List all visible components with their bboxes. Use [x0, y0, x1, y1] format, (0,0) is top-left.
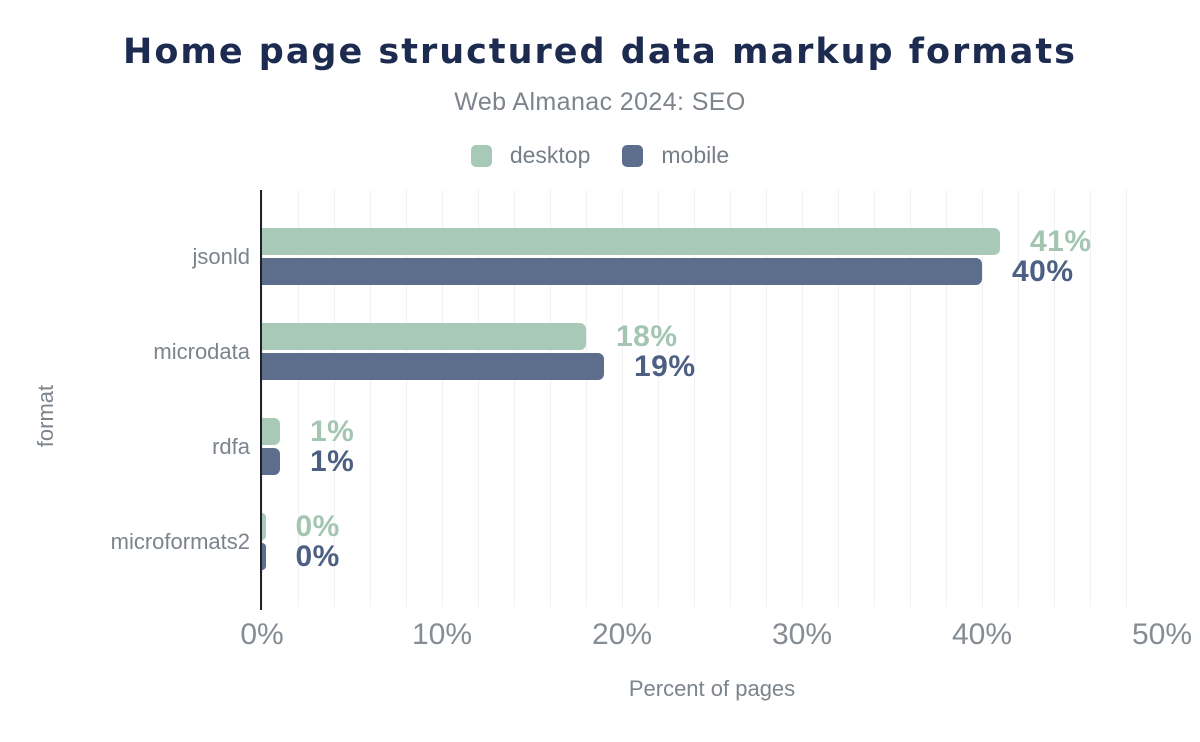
legend-item-desktop: desktop: [470, 142, 591, 169]
bar-desktop-jsonld: [262, 228, 1000, 255]
legend-label-desktop: desktop: [509, 142, 591, 168]
x-tick-label-0pct: 0%: [240, 618, 284, 651]
value-label-desktop-microdata: 18%: [616, 319, 678, 353]
value-label-mobile-rdfa: 1%: [310, 444, 355, 478]
chart-title: Home page structured data markup formats: [123, 32, 1077, 72]
value-label-desktop-rdfa: 1%: [310, 414, 355, 448]
bar-desktop-microformats2: [262, 513, 266, 540]
x-tick-label-20pct: 20%: [591, 618, 653, 651]
chart-subtitle: Web Almanac 2024: SEO: [454, 88, 746, 116]
bar-desktop-microdata: [262, 323, 586, 350]
value-label-desktop-microformats2: 0%: [295, 509, 340, 543]
legend-item-mobile: mobile: [622, 142, 729, 169]
x-tick-label-30pct: 30%: [771, 618, 833, 651]
value-label-mobile-microdata: 19%: [634, 349, 696, 383]
x-tick-label-50pct: 50%: [1131, 618, 1193, 651]
chart-legend: desktop mobile: [0, 142, 1200, 169]
category-label-microformats2: microformats2: [110, 528, 250, 554]
bar-mobile-microdata: [262, 353, 604, 380]
x-tick-label-40pct: 40%: [951, 618, 1013, 651]
x-axis-title: Percent of pages: [628, 676, 796, 701]
bar-mobile-rdfa: [262, 448, 280, 475]
legend-swatch-desktop-icon: [470, 144, 492, 167]
value-label-desktop-jsonld: 41%: [1030, 224, 1092, 258]
x-tick-label-10pct: 10%: [411, 618, 473, 651]
bar-mobile-microformats2: [262, 543, 266, 570]
bar-mobile-jsonld: [262, 258, 982, 285]
bar-desktop-rdfa: [262, 418, 280, 445]
category-label-microdata: microdata: [153, 338, 250, 364]
value-label-mobile-microformats2: 0%: [295, 539, 340, 573]
value-label-mobile-jsonld: 40%: [1012, 254, 1074, 288]
plot-area: jsonld 41% 40% microdata 18% 19% rdfa 1% 1% micro…: [111, 190, 1192, 651]
legend-swatch-mobile-icon: [622, 144, 644, 167]
category-label-rdfa: rdfa: [212, 433, 250, 459]
legend-label-mobile: mobile: [661, 142, 730, 168]
category-label-jsonld: jsonld: [192, 243, 250, 269]
y-axis-line: [260, 190, 262, 610]
